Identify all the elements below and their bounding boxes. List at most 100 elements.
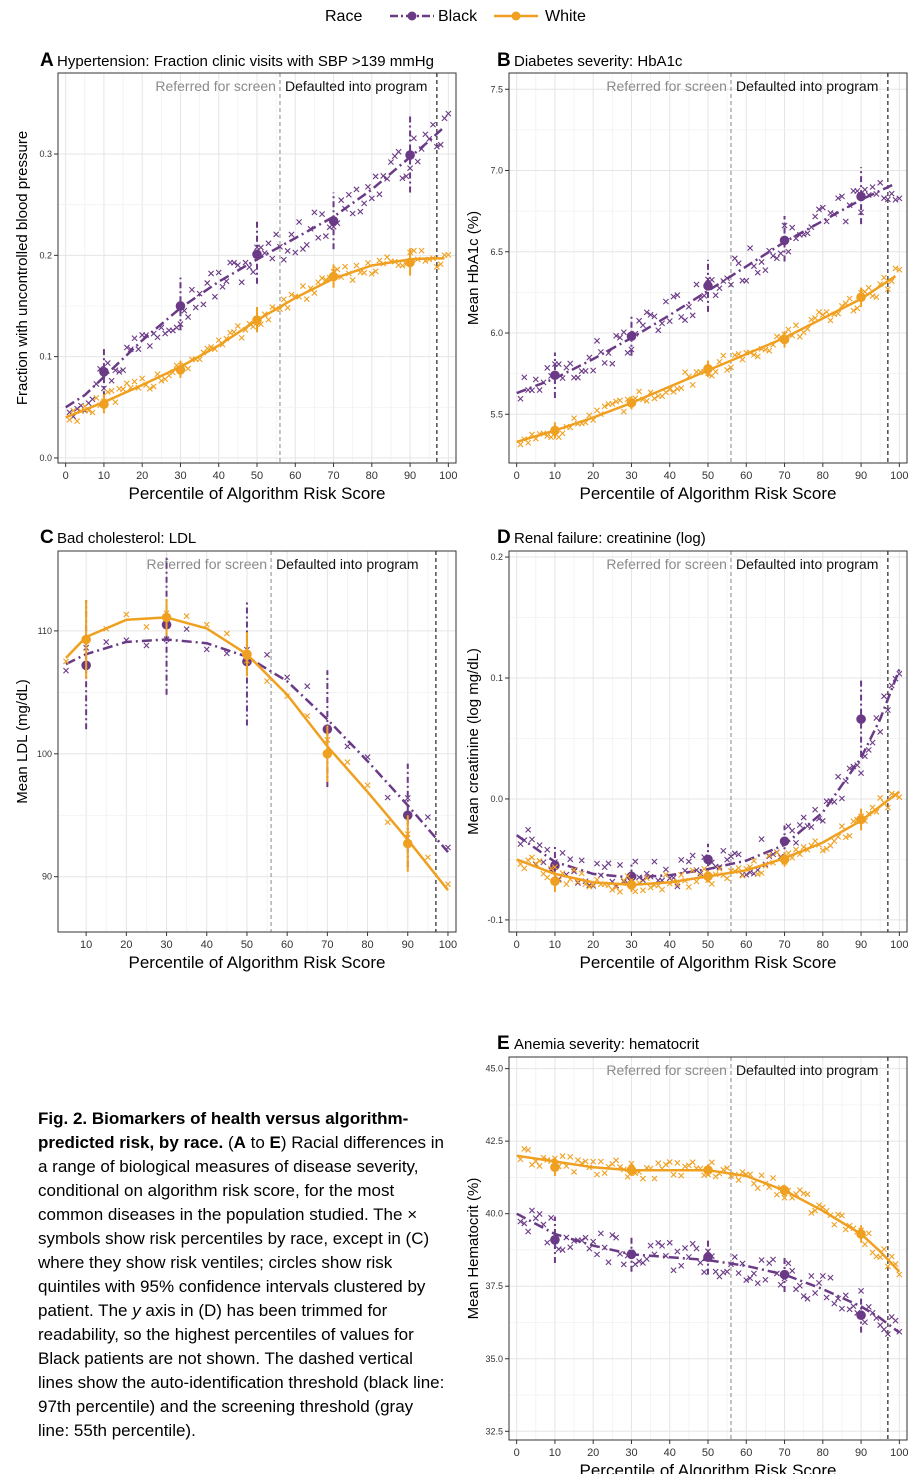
- scatter-point: [361, 269, 368, 276]
- x-tick-label: 70: [321, 939, 333, 951]
- scatter-point: [838, 193, 845, 200]
- scatter-point: [662, 1161, 669, 1168]
- scatter-point: [881, 693, 888, 700]
- scatter-point: [616, 861, 623, 868]
- label-referred-for-screen: Referred for screen: [155, 78, 276, 94]
- scatter-point: [605, 860, 612, 867]
- scatter-point: [555, 361, 562, 368]
- x-tick-label: 50: [702, 1447, 714, 1459]
- quintile-point: [402, 838, 413, 849]
- scatter-point: [892, 196, 899, 203]
- scatter-point: [670, 1171, 677, 1178]
- scatter-point: [632, 858, 639, 865]
- y-tick-label: 5.5: [490, 409, 503, 419]
- scatter-point: [682, 1245, 689, 1252]
- label-referred-for-screen: Referred for screen: [606, 78, 727, 94]
- scatter-point: [544, 364, 551, 371]
- scatter-point: [670, 293, 677, 300]
- scatter-point: [594, 337, 601, 344]
- scatter-point: [582, 1158, 589, 1165]
- scatter-point: [284, 304, 291, 311]
- scatter-point: [846, 295, 853, 302]
- scatter-point: [747, 1275, 754, 1282]
- scatter-point: [292, 249, 299, 256]
- scatter-point: [234, 322, 241, 329]
- y-tick-label: 42.5: [485, 1136, 503, 1146]
- scatter-point: [678, 1262, 685, 1269]
- scatter-point: [361, 200, 368, 207]
- x-tick-label: 40: [213, 470, 225, 482]
- scatter-point: [892, 1317, 899, 1324]
- scatter-point: [842, 834, 849, 841]
- scatter-point: [620, 408, 627, 415]
- x-tick-label: 20: [587, 470, 599, 482]
- scatter-point: [131, 378, 138, 385]
- scatter-point: [601, 403, 608, 410]
- scatter-point: [120, 367, 127, 374]
- x-axis-label: Percentile of Algorithm Risk Score: [129, 484, 386, 503]
- scatter-point: [770, 252, 777, 259]
- scatter-point: [636, 388, 643, 395]
- scatter-point: [731, 255, 738, 262]
- scatter-point: [666, 1239, 673, 1246]
- scatter-point: [877, 1254, 884, 1261]
- scatter-point: [793, 839, 800, 846]
- x-axis-label: Percentile of Algorithm Risk Score: [129, 953, 386, 972]
- scatter-point: [735, 260, 742, 267]
- scatter-point: [873, 715, 880, 721]
- scatter-point: [735, 1177, 742, 1184]
- scatter-point: [269, 304, 276, 311]
- scatter-point: [108, 377, 115, 384]
- scatter-point: [311, 290, 318, 297]
- scatter-point: [150, 383, 157, 390]
- series-black: [516, 1207, 903, 1338]
- panel-letter: A: [40, 50, 54, 71]
- scatter-point: [353, 262, 360, 269]
- scatter-point: [296, 219, 303, 225]
- grid: [58, 73, 456, 463]
- scatter-point: [712, 292, 719, 299]
- scatter-point: [368, 195, 375, 202]
- panel-border: [57, 550, 457, 933]
- y-tick-label: 90: [42, 872, 52, 882]
- y-tick-label: 100: [37, 749, 52, 759]
- scatter-point: [689, 867, 696, 874]
- scatter-point: [594, 1171, 601, 1178]
- scatter-point: [578, 870, 585, 877]
- caption-title: Fig. 2. Biomarkers of health versus algo…: [38, 1109, 409, 1152]
- label-defaulted-into-program: Defaulted into program: [285, 78, 427, 94]
- scatter-point: [639, 322, 646, 329]
- scatter-point: [445, 110, 452, 117]
- scatter-point: [815, 1279, 822, 1286]
- scatter-point: [858, 770, 865, 777]
- scatter-point: [724, 875, 731, 882]
- scatter-point: [525, 826, 532, 833]
- scatter-point: [609, 400, 616, 407]
- scatter-point: [410, 135, 417, 142]
- quintile-point: [626, 1249, 637, 1260]
- scatter-point: [884, 286, 891, 293]
- scatter-point: [888, 190, 895, 197]
- scatter-point: [609, 886, 616, 893]
- legend-white-marker: [511, 11, 521, 21]
- scatter-point: [571, 868, 578, 875]
- scatter-point: [689, 1240, 696, 1247]
- x-tick-label: 50: [241, 939, 253, 951]
- scatter-point: [693, 281, 700, 288]
- legend: Race Black White: [325, 8, 586, 25]
- scatter-point: [647, 884, 654, 891]
- scatter-point: [269, 255, 276, 262]
- scatter-point: [846, 832, 853, 839]
- scatter-point: [735, 851, 742, 858]
- scatter-point: [208, 270, 215, 277]
- scatter-point: [103, 639, 110, 645]
- quintile-point: [779, 334, 790, 345]
- scatter-point: [445, 251, 452, 258]
- x-tick-label: 90: [404, 470, 416, 482]
- scatter-point: [74, 418, 81, 425]
- scatter-point: [766, 853, 773, 860]
- scatter-point: [315, 234, 322, 241]
- panel-d: D Renal failure: creatinine (log) Referred…: [465, 527, 909, 972]
- scatter-point: [804, 230, 811, 237]
- scatter-point: [536, 857, 543, 864]
